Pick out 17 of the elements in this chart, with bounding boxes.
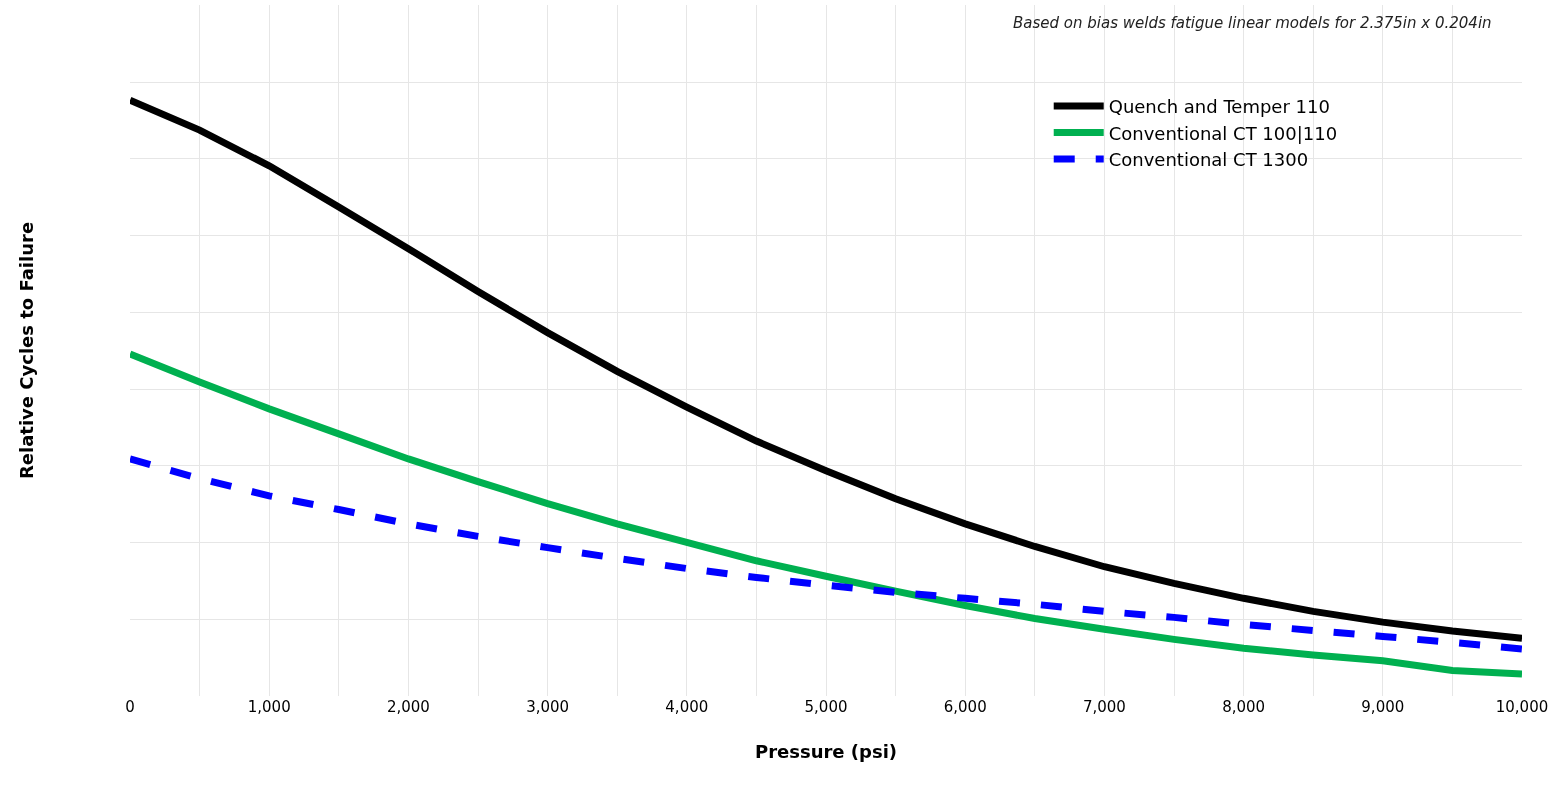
x-tick-label: 0 [125, 698, 135, 716]
x-tick-label: 6,000 [943, 698, 987, 716]
x-tick-label: 7,000 [1082, 698, 1126, 716]
text: Based on bias welds fatigue linear models for 2.375in x 0.204in [1013, 14, 1492, 32]
x-tick-label: 10,000 [1495, 698, 1549, 716]
x-tick-label: 1,000 [247, 698, 291, 716]
x-tick-label: 8,000 [1222, 698, 1266, 716]
x-tick-label: 3,000 [526, 698, 570, 716]
legend-label: Conventional CT 100|110 [1108, 122, 1338, 144]
y-axis-title: Relative Cycles to Failure [16, 221, 38, 480]
legend-label: Conventional CT 1300 [1108, 148, 1309, 170]
x-tick-label: 2,000 [386, 698, 430, 716]
x-tick-label: 4,000 [665, 698, 709, 716]
x-tick-label: 5,000 [804, 698, 848, 716]
x-tick-label: 9,000 [1361, 698, 1405, 716]
legend-label: Quench and Temper 110 [1108, 96, 1330, 118]
x-axis-title: Pressure (psi) [754, 741, 898, 763]
